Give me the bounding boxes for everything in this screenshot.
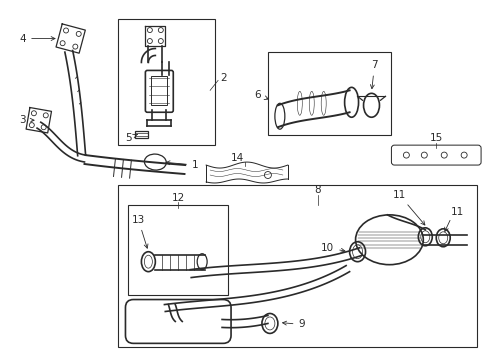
Text: 11: 11	[450, 207, 464, 217]
Text: 3: 3	[20, 115, 34, 125]
Text: 2: 2	[220, 73, 226, 84]
Text: 9: 9	[282, 319, 305, 329]
Bar	[151, 76, 167, 105]
Text: 5: 5	[125, 133, 137, 143]
Text: 1: 1	[165, 160, 198, 170]
Text: 11: 11	[392, 190, 424, 225]
Text: 13: 13	[132, 215, 148, 248]
Text: 14: 14	[230, 153, 243, 163]
Bar	[118, 185, 476, 347]
Bar	[267, 53, 390, 135]
Bar	[118, 19, 215, 145]
Text: 12: 12	[171, 193, 184, 203]
Bar	[128, 205, 227, 294]
Text: 6: 6	[254, 90, 268, 100]
Text: 4: 4	[20, 33, 55, 44]
Text: 7: 7	[369, 60, 377, 89]
Text: 10: 10	[321, 243, 344, 253]
Text: 8: 8	[314, 185, 321, 195]
Text: 15: 15	[429, 133, 442, 143]
